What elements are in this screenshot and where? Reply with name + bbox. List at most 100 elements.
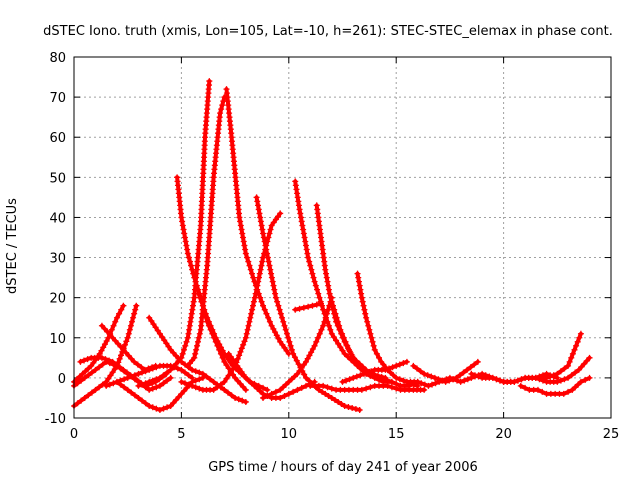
data-point-marker — [264, 250, 271, 257]
data-point-marker — [312, 282, 319, 289]
data-point-marker — [566, 358, 573, 365]
data-point-marker — [268, 274, 275, 281]
data-point-marker — [322, 314, 329, 321]
data-point-marker — [315, 290, 322, 297]
y-axis-label: dSTEC / TECUs — [5, 198, 20, 294]
data-point-marker — [173, 360, 180, 367]
data-point-marker — [384, 382, 391, 389]
data-point-marker — [400, 377, 407, 384]
data-point-marker — [146, 366, 153, 373]
data-point-marker — [272, 329, 279, 336]
data-point-marker — [450, 376, 457, 383]
data-point-marker — [413, 365, 420, 372]
data-point-marker — [298, 384, 305, 391]
chart-title: dSTEC Iono. truth (xmis, Lon=105, Lat=-1… — [43, 24, 613, 39]
x-tick-label: 20 — [495, 427, 512, 442]
data-point-marker — [110, 322, 117, 329]
data-point-marker — [302, 238, 309, 245]
data-point-marker — [323, 310, 330, 317]
data-point-marker — [221, 358, 228, 365]
data-point-marker — [150, 321, 157, 328]
data-point-marker — [120, 346, 127, 353]
data-point-marker — [325, 306, 332, 313]
data-point-marker — [318, 326, 325, 333]
data-point-marker — [204, 314, 211, 321]
data-point-marker — [165, 343, 172, 350]
data-point-marker — [573, 342, 580, 349]
data-point-marker — [111, 366, 118, 373]
data-point-marker — [101, 341, 108, 348]
data-point-marker — [297, 210, 304, 217]
data-point-marker — [182, 238, 189, 245]
data-point-marker — [248, 380, 255, 387]
data-point-marker — [313, 301, 320, 308]
data-point-marker — [149, 385, 156, 392]
data-point-marker — [257, 388, 264, 395]
data-point-marker — [266, 318, 273, 325]
data-point-marker — [78, 377, 85, 384]
data-point-marker — [253, 194, 260, 201]
data-point-marker — [322, 390, 329, 397]
data-point-marker — [277, 394, 284, 401]
data-point-marker — [135, 370, 142, 377]
data-point-marker — [73, 376, 80, 383]
data-point-marker — [235, 396, 242, 403]
data-point-marker — [565, 362, 572, 369]
data-point-marker — [314, 286, 321, 293]
data-point-marker — [376, 376, 383, 383]
data-point-marker — [196, 369, 203, 376]
data-point-marker — [364, 318, 371, 325]
data-point-marker — [116, 355, 123, 362]
data-point-marker — [270, 219, 277, 226]
data-point-marker — [180, 346, 187, 353]
data-point-marker — [343, 377, 350, 384]
data-point-marker — [245, 377, 252, 384]
data-point-marker — [460, 369, 467, 376]
data-point-marker — [325, 282, 332, 289]
data-point-marker — [234, 362, 241, 369]
data-point-marker — [298, 364, 305, 371]
data-point-marker — [196, 330, 203, 337]
data-point-marker — [135, 394, 142, 401]
data-point-marker — [326, 290, 333, 297]
data-point-marker — [299, 222, 306, 229]
data-point-marker — [285, 334, 292, 341]
data-point-marker — [263, 310, 270, 317]
data-point-marker — [387, 369, 394, 376]
data-point-marker — [178, 354, 185, 361]
data-point-marker — [100, 344, 107, 351]
data-point-marker — [194, 338, 201, 345]
data-point-marker — [181, 387, 188, 394]
data-point-marker — [124, 334, 131, 341]
data-point-marker — [92, 386, 99, 393]
data-point-marker — [386, 365, 393, 372]
x-axis-label: GPS time / hours of day 241 of year 2006 — [208, 460, 478, 475]
data-point-marker — [254, 385, 261, 392]
data-point-marker — [282, 326, 289, 333]
data-point-marker — [293, 357, 300, 364]
data-point-marker — [269, 278, 276, 285]
data-point-marker — [118, 306, 125, 313]
data-point-marker — [475, 373, 482, 380]
data-point-marker — [109, 334, 116, 341]
data-point-marker — [285, 390, 292, 397]
data-point-marker — [192, 384, 199, 391]
data-point-marker — [180, 226, 187, 233]
data-point-marker — [260, 302, 267, 309]
data-point-marker — [319, 388, 326, 395]
data-point-marker — [296, 206, 303, 213]
data-point-marker — [421, 381, 428, 388]
data-point-marker — [353, 373, 360, 380]
data-point-marker — [139, 381, 146, 388]
data-point-marker — [574, 338, 581, 345]
data-point-marker — [560, 390, 567, 397]
data-point-marker — [334, 318, 341, 325]
data-point-marker — [281, 392, 288, 399]
data-point-marker — [432, 380, 439, 387]
data-point-marker — [277, 338, 284, 345]
data-point-marker — [251, 382, 258, 389]
data-point-marker — [227, 353, 234, 360]
data-point-marker — [280, 318, 287, 325]
data-point-marker — [421, 370, 428, 377]
data-point-marker — [271, 286, 278, 293]
